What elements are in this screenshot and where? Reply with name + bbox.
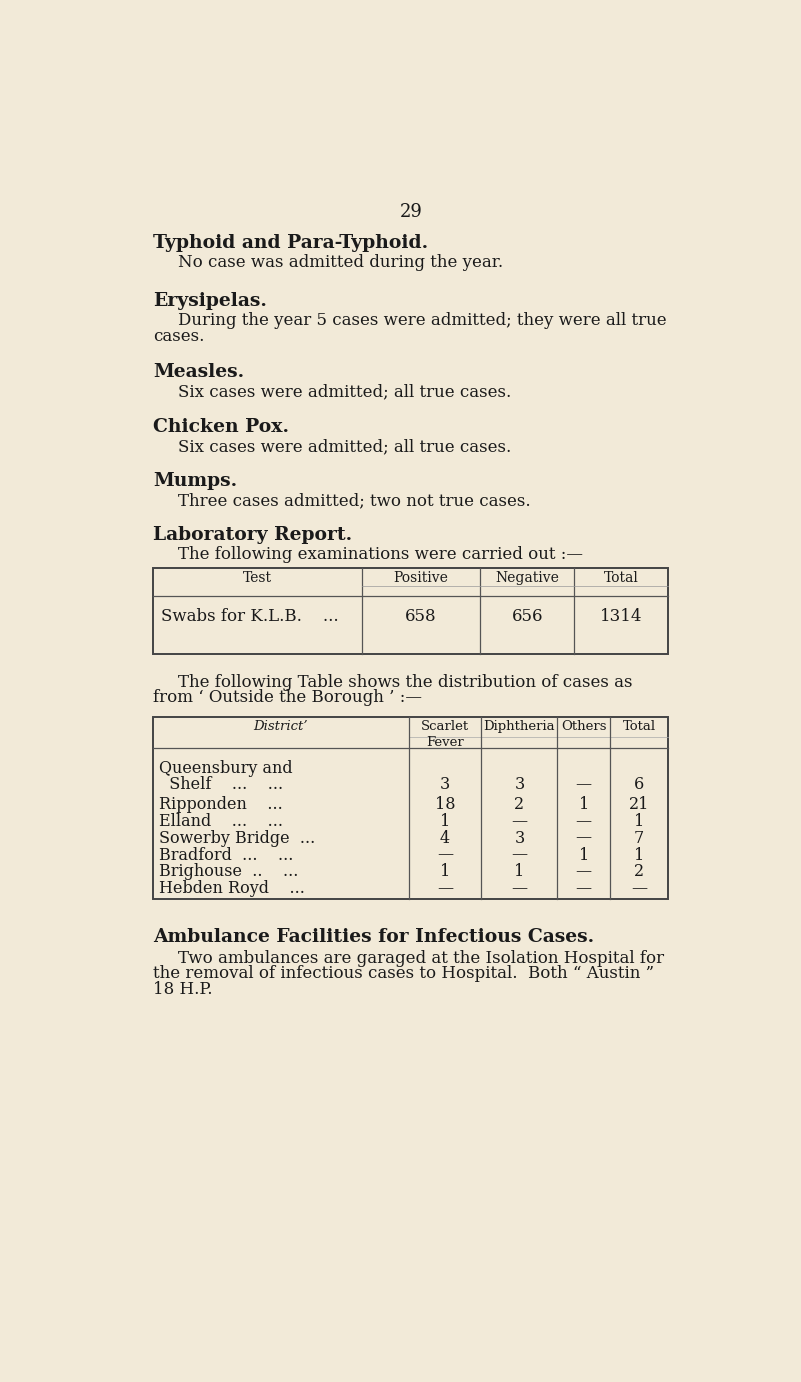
Text: 1: 1 [578,796,589,813]
Text: —: — [576,880,592,897]
Text: Elland    ...    ...: Elland ... ... [159,813,283,829]
Bar [153,568,668,654]
Text: cases.: cases. [153,328,204,344]
Text: the removal of infectious cases to Hospital.  Both “ Austin ”: the removal of infectious cases to Hospi… [153,965,654,983]
Text: Ripponden    ...: Ripponden ... [159,796,283,813]
Text: Hebden Royd    ...: Hebden Royd ... [159,880,305,897]
Text: 658: 658 [405,608,437,625]
Text: 7: 7 [634,829,644,847]
Text: 3: 3 [440,775,450,793]
Text: The following examinations were carried out :—: The following examinations were carried … [178,546,582,564]
Text: Mumps.: Mumps. [153,473,237,491]
Text: Test: Test [243,571,272,585]
Text: Erysipelas.: Erysipelas. [153,292,267,310]
Text: Brighouse  ..    ...: Brighouse .. ... [159,864,299,880]
Text: Swabs for K.L.B.    ...: Swabs for K.L.B. ... [160,608,338,625]
Text: 29: 29 [400,203,422,221]
Text: Negative: Negative [495,571,559,585]
Text: 1: 1 [440,813,450,829]
Text: Others: Others [561,720,606,734]
Text: —: — [576,813,592,829]
Text: Six cases were admitted; all true cases.: Six cases were admitted; all true cases. [178,438,511,456]
Text: —: — [576,775,592,793]
Text: 4: 4 [440,829,450,847]
Text: Bradford  ...    ...: Bradford ... ... [159,847,293,864]
Text: Total: Total [604,571,638,585]
Text: Typhoid and Para-Typhoid.: Typhoid and Para-Typhoid. [153,234,428,252]
Text: 1: 1 [514,864,525,880]
Text: Diphtheria: Diphtheria [484,720,555,734]
Text: 2: 2 [634,864,644,880]
Text: 21: 21 [629,796,650,813]
Text: —: — [437,880,453,897]
Bar [153,717,668,898]
Text: 1314: 1314 [600,608,642,625]
Text: —: — [576,864,592,880]
Text: Total: Total [622,720,656,734]
Text: —: — [576,829,592,847]
Text: 18: 18 [435,796,455,813]
Text: Two ambulances are garaged at the Isolation Hospital for: Two ambulances are garaged at the Isolat… [178,949,664,966]
Text: Laboratory Report.: Laboratory Report. [153,527,352,545]
Text: Chicken Pox.: Chicken Pox. [153,419,289,437]
Text: 18 H.P.: 18 H.P. [153,980,212,998]
Text: 656: 656 [511,608,543,625]
Text: No case was admitted during the year.: No case was admitted during the year. [178,254,503,271]
Text: During the year 5 cases were admitted; they were all true: During the year 5 cases were admitted; t… [178,312,666,329]
Text: Six cases were admitted; all true cases.: Six cases were admitted; all true cases. [178,383,511,399]
Text: Scarlet
Fever: Scarlet Fever [421,720,469,749]
Text: 1: 1 [578,847,589,864]
Text: from ‘ Outside the Borough ’ :—: from ‘ Outside the Borough ’ :— [153,690,422,706]
Text: The following Table shows the distribution of cases as: The following Table shows the distributi… [178,674,632,691]
Text: 1: 1 [634,813,644,829]
Text: 1: 1 [440,864,450,880]
Text: —: — [437,847,453,864]
Text: —: — [511,880,528,897]
Text: Ambulance Facilities for Infectious Cases.: Ambulance Facilities for Infectious Case… [153,929,594,947]
Text: —: — [511,847,528,864]
Text: 3: 3 [514,829,525,847]
Text: 1: 1 [634,847,644,864]
Text: 6: 6 [634,775,644,793]
Text: —: — [631,880,647,897]
Text: 3: 3 [514,775,525,793]
Text: District’: District’ [253,720,308,734]
Text: Sowerby Bridge  ...: Sowerby Bridge ... [159,829,316,847]
Text: 2: 2 [514,796,525,813]
Text: Three cases admitted; two not true cases.: Three cases admitted; two not true cases… [178,492,530,510]
Text: Queensbury and: Queensbury and [159,760,292,777]
Text: —: — [511,813,528,829]
Text: Shelf    ...    ...: Shelf ... ... [159,775,283,793]
Text: Measles.: Measles. [153,363,244,381]
Text: Positive: Positive [393,571,449,585]
